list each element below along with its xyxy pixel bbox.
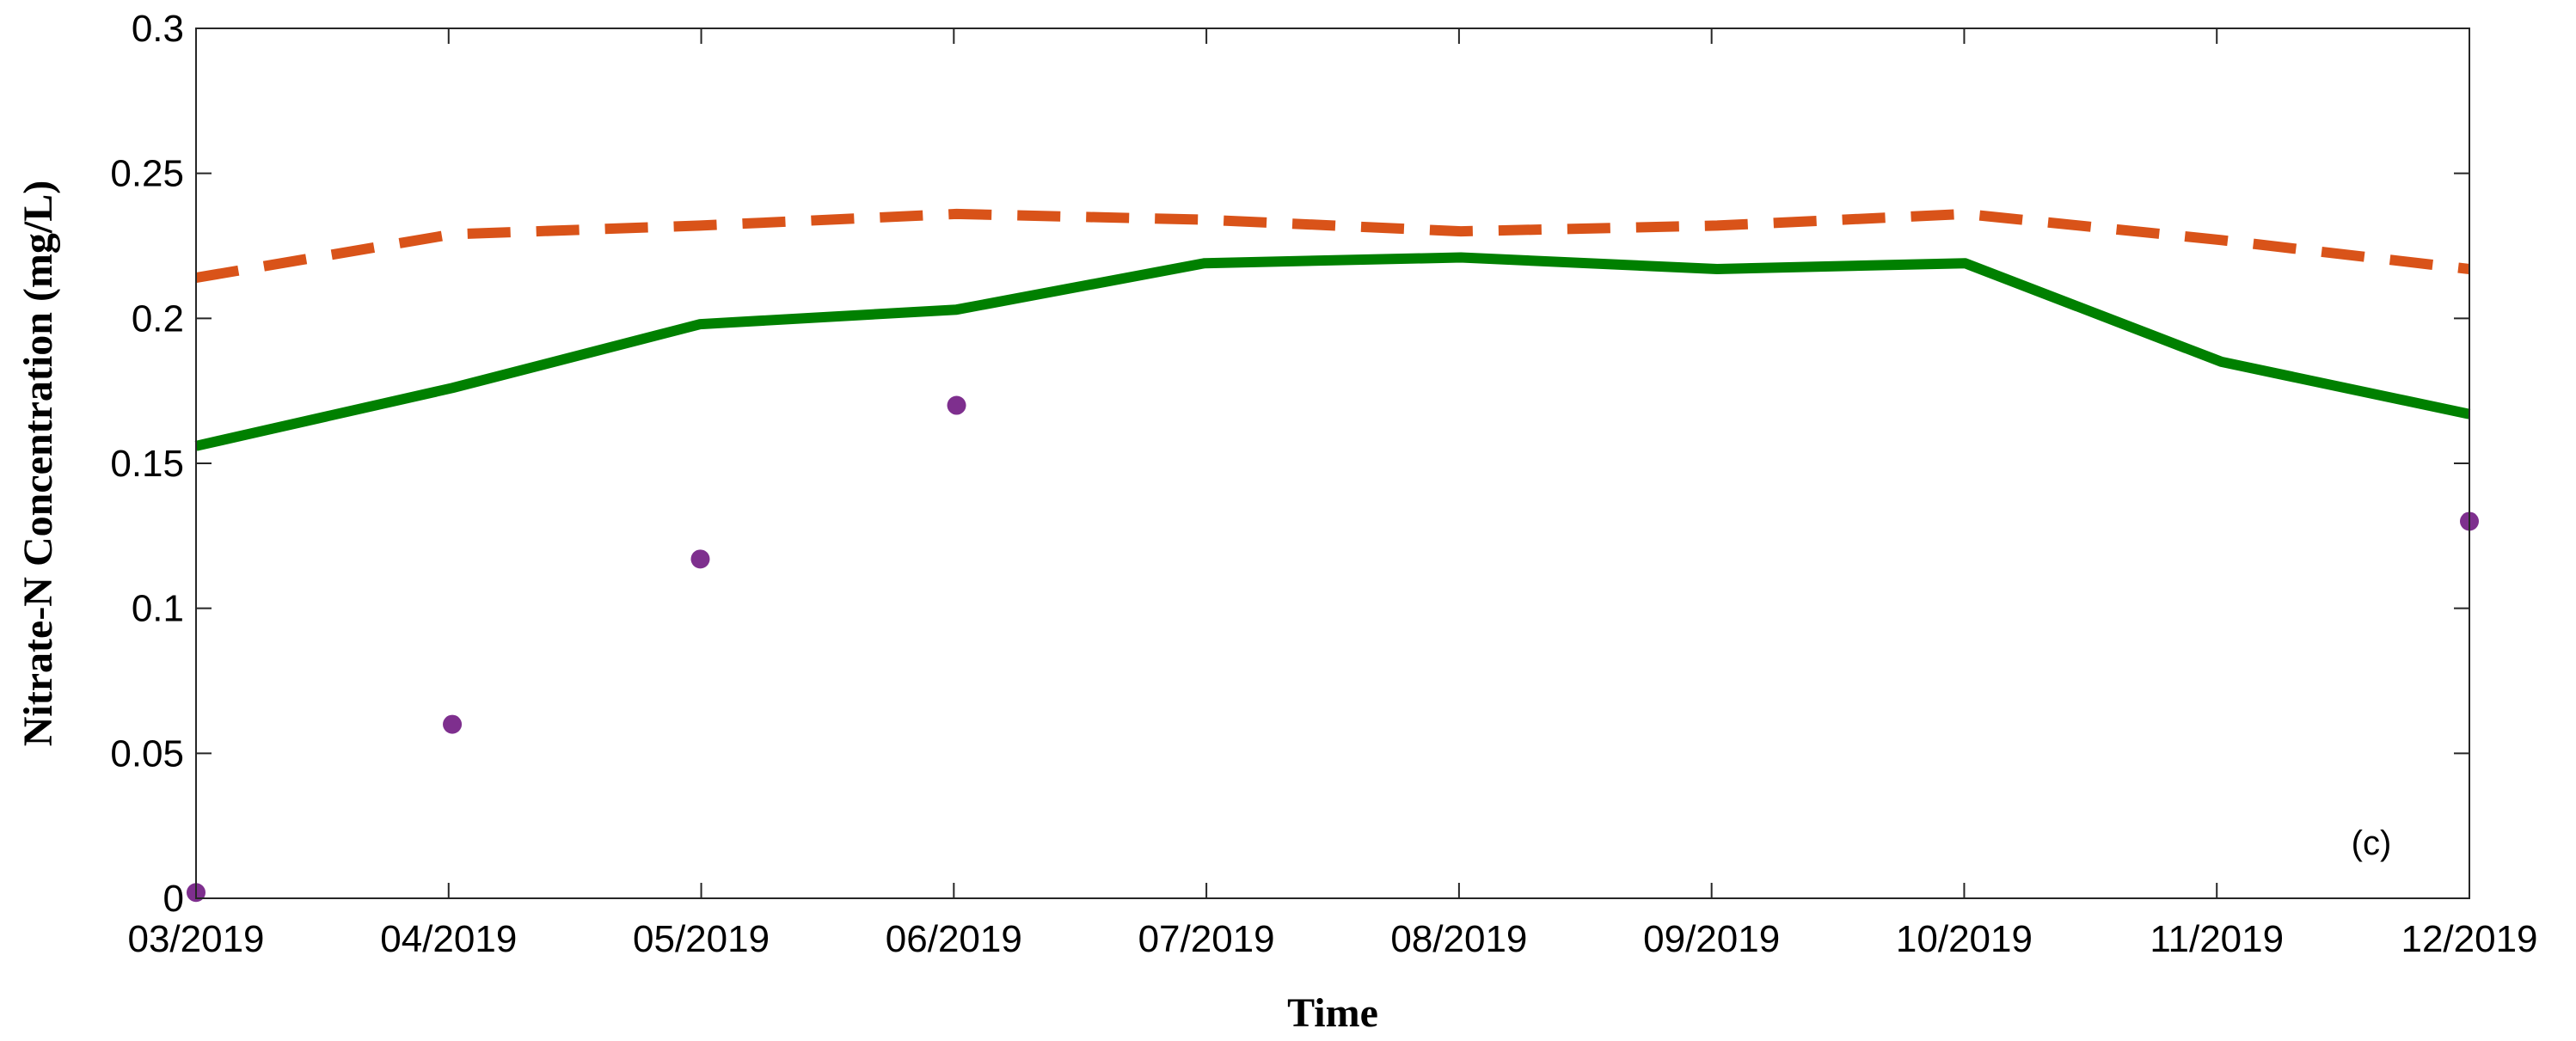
axis-layer: 03/2019 04/2019 05/2019 06/2019 07/2019 08/20… (110, 8, 2537, 960)
x-axis-title: Time (1287, 990, 1378, 1036)
x-tick-label-7: 09/2019 (1643, 918, 1780, 960)
x-tick-label-4: 06/2019 (886, 918, 1022, 960)
series-3-point-2 (443, 714, 463, 734)
x-tick-label-10: 12/2019 (2401, 918, 2537, 960)
x-tick-label-6: 08/2019 (1390, 918, 1527, 960)
x-tick-label-8: 10/2019 (1896, 918, 2033, 960)
series-2-line (194, 252, 2471, 451)
y-tick-label-3: 0.1 (132, 588, 184, 630)
series-layer (187, 208, 2479, 903)
series-1-line (194, 208, 2470, 284)
x-tick-label-9: 11/2019 (2150, 918, 2284, 960)
y-tick-label-7: 0.3 (132, 8, 184, 50)
y-tick-label-2: 0.05 (110, 732, 184, 775)
y-tick-label-5: 0.2 (132, 297, 184, 340)
x-tick-label-3: 05/2019 (633, 918, 770, 960)
y-axis-title: Nitrate-N Concentration (mg/L) (15, 181, 61, 747)
y-tick-label-1: 0 (163, 878, 184, 920)
x-tick-label-5: 07/2019 (1138, 918, 1275, 960)
x-tick-label-1: 03/2019 (127, 918, 264, 960)
y-tick-label-6: 0.25 (110, 153, 184, 195)
series-3-point-4 (947, 395, 966, 415)
x-tick-label-2: 04/2019 (380, 918, 517, 960)
series-3-point-3 (690, 549, 710, 569)
panel-label: (c) (2352, 824, 2392, 862)
y-tick-label-4: 0.15 (110, 443, 184, 485)
